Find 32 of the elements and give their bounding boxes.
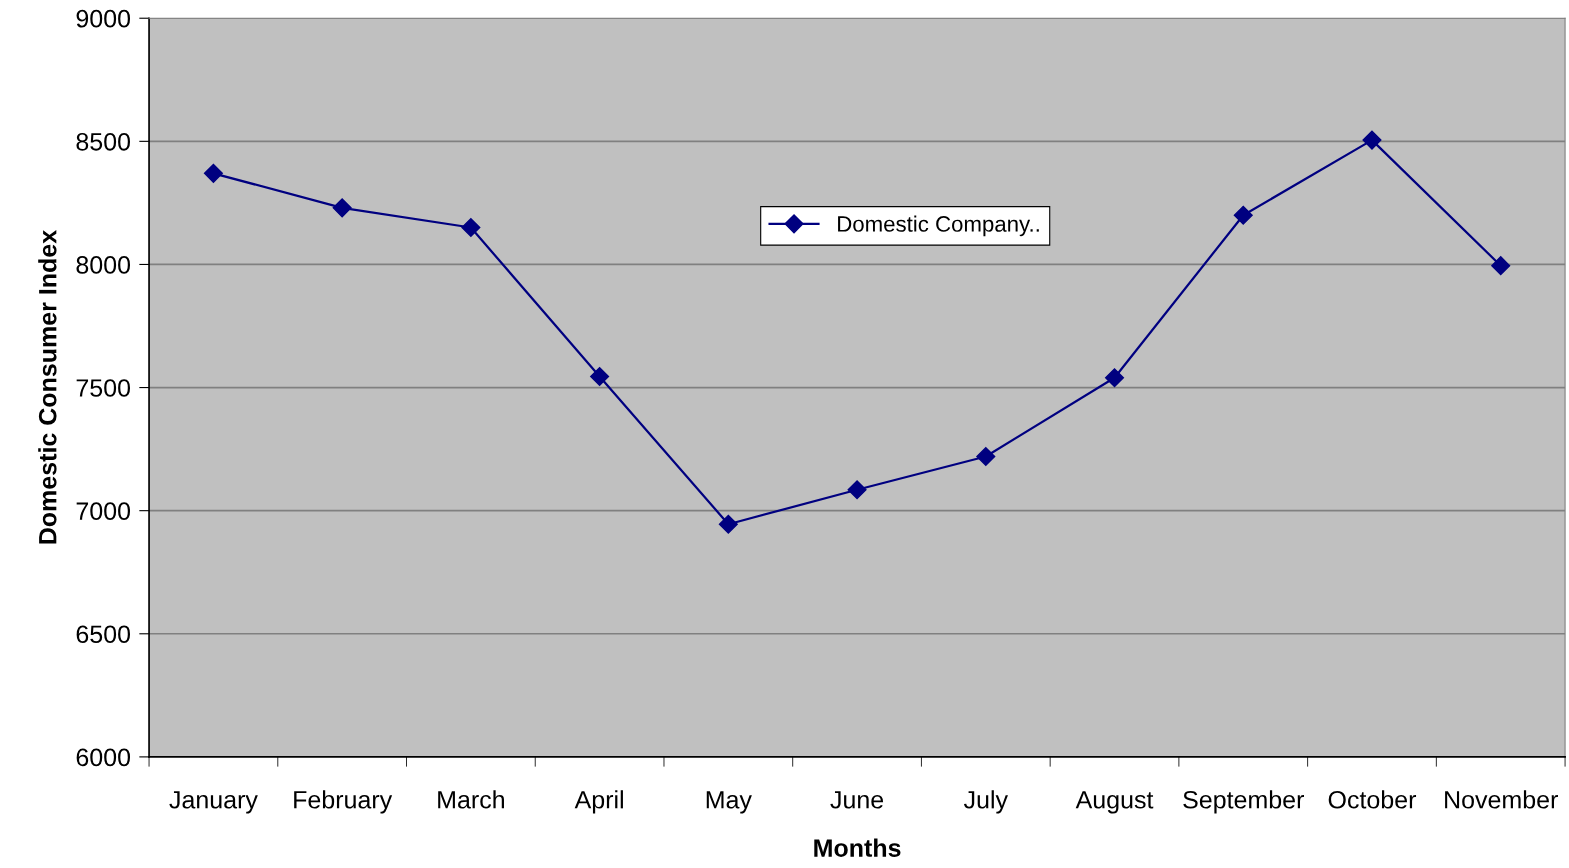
x-tick-label: November: [1445, 790, 1558, 809]
x-tick-label: June: [830, 791, 884, 809]
point: [461, 217, 481, 238]
y-tick-label: 7000: [76, 502, 131, 520]
x-tick-label: May: [706, 791, 752, 814]
y-tick-label: 9000: [76, 9, 131, 28]
x-tick-label: March: [438, 790, 504, 809]
y-axis-title: Domestic Consumer Index: [38, 230, 57, 544]
x-tick-label: August: [1075, 791, 1154, 814]
point: [1362, 130, 1382, 150]
point: [203, 163, 223, 183]
x-tick-label: January: [169, 791, 258, 814]
point: [332, 198, 352, 218]
point: [1491, 256, 1511, 276]
x-axis-title: Months: [814, 838, 901, 857]
x-tick-label: February: [294, 790, 393, 814]
point: [590, 366, 610, 387]
y-tick-label: 8500: [76, 132, 131, 151]
y-tick-label: 7500: [76, 379, 131, 397]
x-tick-label: September: [1183, 790, 1304, 814]
point: [718, 514, 738, 534]
point: [1104, 368, 1125, 388]
point: [1233, 205, 1253, 225]
x-tick-label: October: [1328, 790, 1417, 809]
legend-label: Domestic Company..: [838, 215, 1039, 237]
x-tick-label: July: [963, 790, 1008, 814]
y-tick-label: 8000: [76, 256, 131, 274]
x-tick-label: April: [574, 790, 623, 814]
point: [976, 446, 996, 467]
point: [847, 480, 867, 500]
y-tick-label: 6500: [76, 625, 131, 644]
y-tick-label: 6000: [76, 748, 131, 767]
